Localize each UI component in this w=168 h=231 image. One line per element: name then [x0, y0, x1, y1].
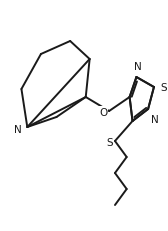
Text: S: S [106, 137, 113, 147]
Text: N: N [134, 62, 141, 72]
Text: S: S [161, 83, 167, 93]
Text: N: N [151, 115, 159, 125]
Text: O: O [99, 108, 107, 118]
Text: N: N [14, 125, 22, 134]
